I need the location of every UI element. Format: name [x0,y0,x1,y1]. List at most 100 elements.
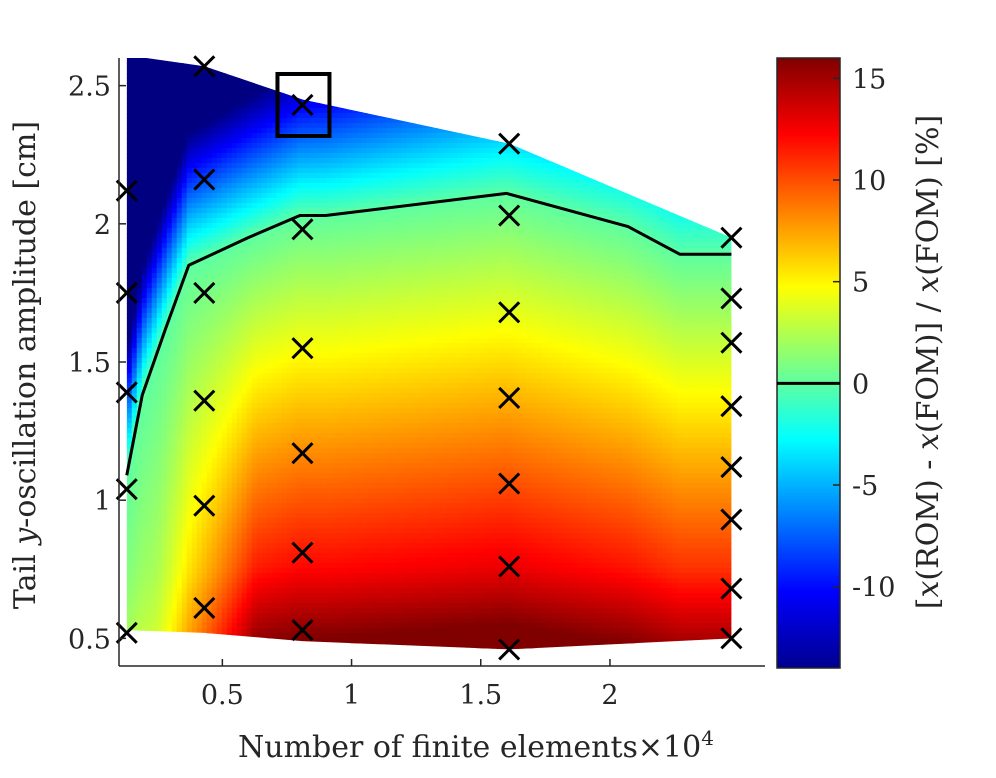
heatmap-cell [236,263,243,269]
heatmap-cell [186,593,193,599]
heatmap-cell [201,573,208,579]
heatmap-cell [151,533,158,539]
heatmap-cell [266,543,273,549]
heatmap-cell [271,598,278,604]
heatmap-cell [246,293,253,299]
heatmap-cell [316,328,323,334]
heatmap-cell [151,643,158,649]
heatmap-cell [156,518,163,524]
heatmap-cell [296,163,303,169]
heatmap-cell [272,653,278,659]
heatmap-cell [136,168,143,174]
heatmap-cell [321,623,328,629]
heatmap-cell [146,563,153,569]
heatmap-cell [326,418,333,424]
heatmap-cell [161,608,168,614]
heatmap-cell [226,348,233,354]
heatmap-cell [306,313,313,319]
heatmap-cell [181,268,188,274]
heatmap-cell [231,103,238,109]
heatmap-cell [276,118,283,124]
heatmap-cell [281,128,288,134]
heatmap-cell [141,323,148,329]
heatmap-cell [251,168,258,174]
heatmap-cell [136,63,143,69]
heatmap-cell [287,653,293,659]
heatmap-cell [181,183,188,189]
heatmap-cell [176,293,183,299]
heatmap-cell [136,113,143,119]
heatmap-cell [321,608,328,614]
heatmap-cell [311,538,318,544]
heatmap-cell [256,68,263,74]
heatmap-cell [236,643,243,649]
heatmap-cell [151,253,158,259]
heatmap-cell [311,453,318,459]
heatmap-cell [196,268,203,274]
heatmap-cell [141,393,148,399]
heatmap-cell [296,273,303,279]
heatmap-cell [291,533,298,539]
heatmap-cell [241,203,248,209]
heatmap-cell [201,333,208,339]
heatmap-cell [226,403,233,409]
heatmap-cell [181,393,188,399]
heatmap-cell [186,448,193,454]
heatmap-cell [286,233,293,239]
heatmap-cell [251,103,258,109]
heatmap-cell [231,408,238,414]
heatmap-cell [326,613,333,619]
heatmap-cell [166,563,173,569]
heatmap-cell [206,113,213,119]
heatmap-cell [306,478,313,484]
heatmap-cell [161,543,168,549]
heatmap-cell [316,58,323,64]
heatmap-cell [286,143,293,149]
heatmap-cell [171,223,178,229]
heatmap-cell [301,93,308,99]
heatmap-cell [321,63,328,69]
heatmap-cell [216,408,223,414]
heatmap-cell [236,188,243,194]
heatmap-cell [306,473,313,479]
heatmap-cell [291,548,298,554]
heatmap-cell [191,338,198,344]
heatmap-cell [296,378,303,384]
heatmap-cell [176,113,183,119]
heatmap-cell [246,523,253,529]
heatmap-cell [221,498,228,504]
heatmap-cell [296,333,303,339]
heatmap-cell [311,63,318,69]
heatmap-cell [251,533,258,539]
heatmap-cell [181,338,188,344]
heatmap-cell [281,638,288,644]
heatmap-cell [131,463,138,469]
heatmap-cell [261,178,268,184]
heatmap-cell [136,243,143,249]
heatmap-cell [221,463,228,469]
heatmap-cell [146,458,153,464]
heatmap-cell [316,218,323,224]
heatmap-cell [281,393,288,399]
heatmap-cell [326,568,333,574]
heatmap-cell [126,468,133,474]
heatmap-cell [241,358,248,364]
heatmap-cell [136,563,143,569]
heatmap-cell [281,143,288,149]
heatmap-cell [321,488,328,494]
heatmap-cell [296,88,303,94]
heatmap-cell [321,643,328,649]
heatmap-cell [236,278,243,284]
heatmap-cell [261,83,268,89]
heatmap-cell [306,573,313,579]
heatmap-cell [321,348,328,354]
heatmap-cell [196,453,203,459]
heatmap-cell [266,313,273,319]
heatmap-cell [276,408,283,414]
heatmap-cell [271,458,278,464]
heatmap-cell [276,138,283,144]
heatmap-cell [246,598,253,604]
heatmap-cell [176,458,183,464]
heatmap-cell [131,158,138,164]
heatmap-cell [326,233,333,239]
